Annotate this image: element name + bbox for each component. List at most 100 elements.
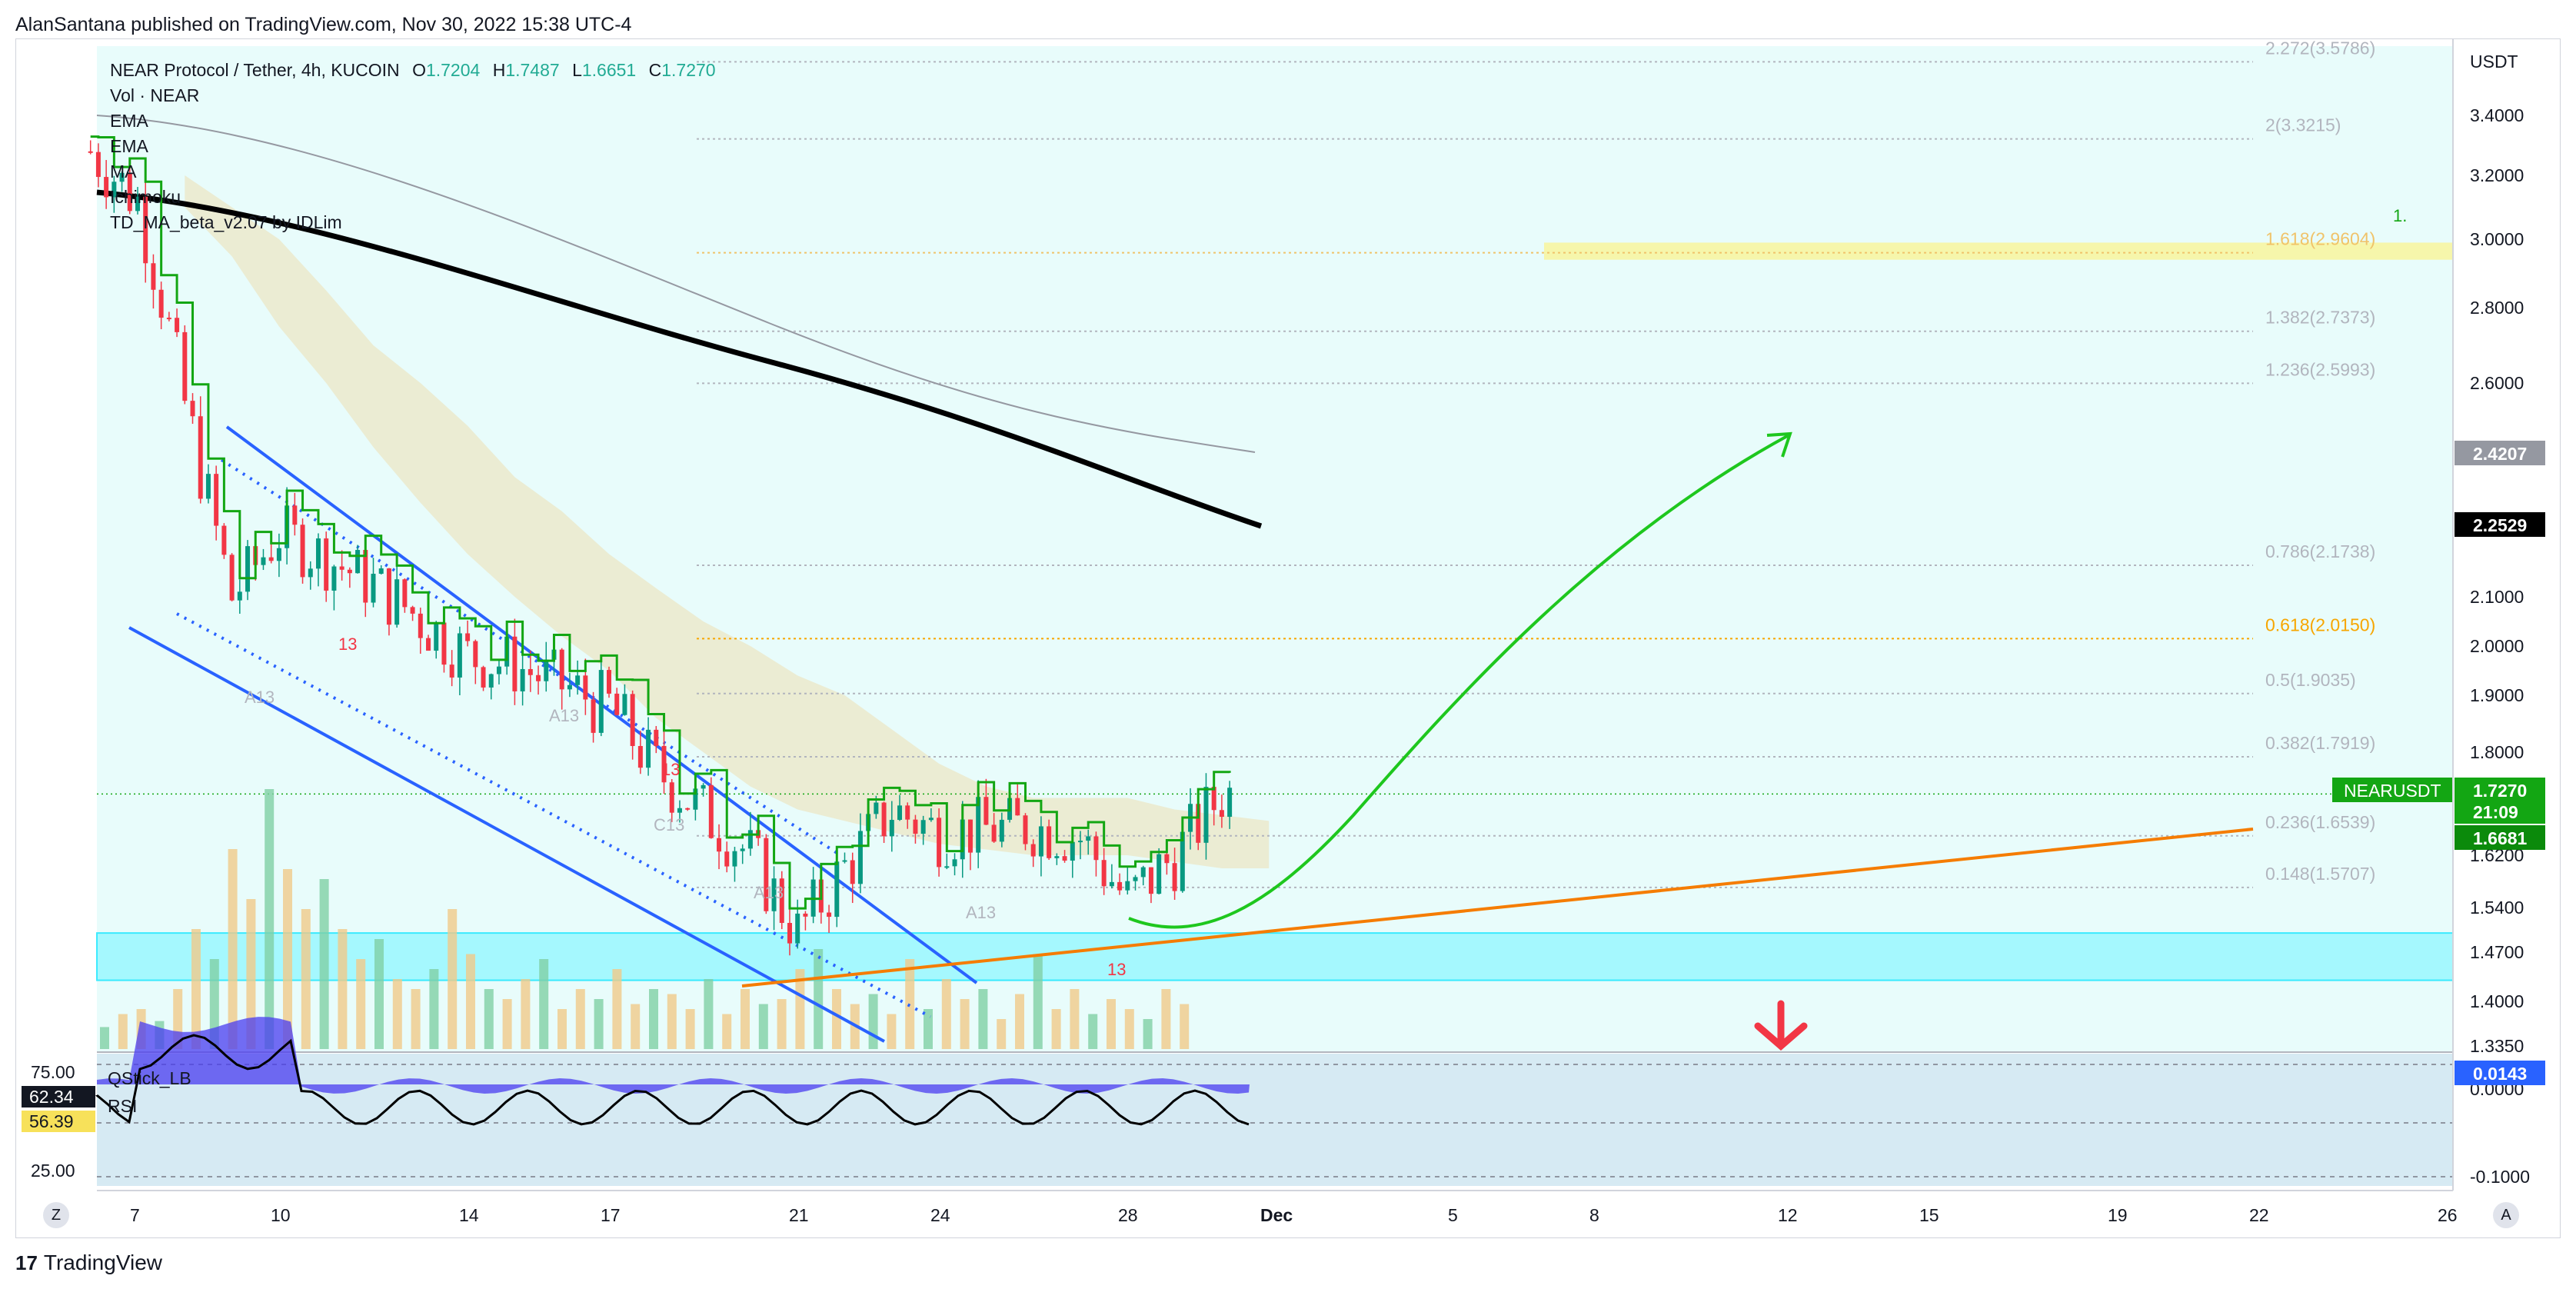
candle-body: [1101, 860, 1107, 887]
candle-body: [937, 818, 942, 868]
legend-indicator-td-ma[interactable]: TD_MA_beta_v2.07 by IDLim: [110, 212, 342, 232]
support-zone: [96, 932, 2454, 981]
legend-indicator-volume[interactable]: Vol · NEAR: [110, 85, 200, 105]
channel-lower-line: [128, 626, 885, 1043]
volume-bar: [777, 999, 787, 1049]
candle-body: [205, 474, 211, 499]
candle-body: [119, 172, 125, 182]
candle-body: [512, 636, 518, 691]
candle-body: [857, 831, 863, 884]
candle-body: [190, 401, 195, 417]
candle-body: [95, 152, 101, 178]
volume-bar: [1124, 1009, 1134, 1049]
legend-symbol: NEAR Protocol / Tether, 4h, KUCOIN: [110, 60, 400, 80]
price-badge-bg-ema100: [2455, 512, 2545, 537]
volume-bar: [814, 949, 824, 1049]
auto-scale-button[interactable]: A: [2493, 1202, 2519, 1228]
candle-body: [1015, 798, 1020, 816]
study-label: A13: [966, 903, 996, 922]
candle-body: [182, 331, 188, 401]
time-axis-tick: 5: [1448, 1205, 1458, 1225]
volume-bar: [209, 959, 219, 1049]
volume-bar: [924, 1009, 933, 1049]
volume-bar: [594, 999, 604, 1049]
volume-bar: [265, 789, 275, 1049]
tradingview-brand[interactable]: 17 TradingView: [15, 1251, 162, 1275]
time-axis-tick: 24: [930, 1205, 950, 1225]
candle-body: [881, 802, 887, 837]
candle-body: [410, 607, 415, 614]
candle-body: [1203, 787, 1209, 843]
candle-body: [685, 808, 691, 810]
candle-body: [920, 820, 926, 834]
candle-body: [567, 684, 572, 690]
fib-level-label: 0.148(1.5707): [2265, 864, 2375, 884]
chart-frame[interactable]: [15, 38, 2561, 1238]
price-axis-tick: 1.5400: [2470, 898, 2524, 918]
price-axis-tick: 1.9000: [2470, 685, 2524, 705]
candle-body: [166, 318, 171, 320]
candle-body: [135, 196, 140, 212]
price-axis-tick: 2.0000: [2470, 636, 2524, 656]
study-label: A13: [754, 883, 784, 902]
oscillator-name-2: RSI: [108, 1096, 137, 1116]
chart-legend: NEAR Protocol / Tether, 4h, KUCOIN O1.72…: [110, 58, 716, 235]
osc-badge-2-bg: [22, 1111, 95, 1132]
candle-body: [967, 819, 973, 853]
volume-bar: [1161, 989, 1171, 1049]
legend-symbol-row[interactable]: NEAR Protocol / Tether, 4h, KUCOIN O1.72…: [110, 58, 716, 83]
candle-body: [1109, 881, 1114, 887]
volume-bar: [484, 989, 494, 1049]
candle-body: [158, 289, 164, 318]
candle-body: [897, 805, 903, 821]
candle-body: [441, 622, 447, 665]
price-badge-tenkan: 1.6681: [2473, 828, 2528, 848]
volume-bar: [741, 989, 750, 1049]
candle-body: [983, 797, 989, 825]
candle-body: [952, 859, 957, 867]
legend-indicator-ma[interactable]: MA: [110, 162, 137, 182]
candle-body: [418, 613, 423, 638]
fib-level-label: 2(3.3215): [2265, 115, 2341, 135]
candle-body: [1054, 856, 1060, 858]
fib-level-label: 0.236(1.6539): [2265, 812, 2375, 832]
candle-body: [622, 694, 627, 715]
study-label: A13: [245, 688, 275, 707]
volume-bar: [411, 989, 421, 1049]
study-label: 13: [1107, 960, 1126, 979]
candle-body: [245, 546, 251, 592]
legend-indicator-ema-1[interactable]: EMA: [110, 111, 148, 131]
volume-bar: [100, 1027, 109, 1049]
price-badge-last: 1.7270: [2473, 781, 2527, 801]
time-axis-tick: 15: [1919, 1205, 1939, 1225]
candle-body: [221, 525, 227, 555]
candle-body: [944, 866, 950, 868]
volume-bar: [539, 959, 549, 1049]
time-axis-tick: 10: [271, 1205, 291, 1225]
candle-body: [426, 638, 431, 651]
channel-mid-line: [176, 612, 931, 1018]
candle-body: [701, 784, 706, 789]
volume-bar: [283, 869, 292, 1049]
candle-body: [646, 729, 651, 768]
time-axis-tick: 21: [789, 1205, 809, 1225]
candle-body: [654, 729, 659, 746]
volume-bar: [448, 909, 458, 1049]
candle-body: [536, 674, 541, 681]
symbol-badge: NEARUSDT: [2344, 781, 2441, 801]
legend-indicator-ema-2[interactable]: EMA: [110, 136, 148, 156]
volume-bar: [521, 979, 531, 1049]
volume-bar: [685, 1009, 695, 1049]
fib-level-label: 0.618(2.0150): [2265, 615, 2375, 635]
candle-body: [544, 659, 549, 681]
legend-indicator-ichimoku[interactable]: Ichimoku: [110, 187, 181, 207]
candle-body: [1140, 867, 1146, 878]
price-badge-ema100: 2.2529: [2473, 515, 2527, 535]
timezone-button[interactable]: Z: [43, 1202, 69, 1228]
volume-bar: [960, 999, 970, 1049]
fib-level-label: 1.236(2.5993): [2265, 359, 2375, 379]
volume-bar: [795, 969, 805, 1049]
volume-bar: [301, 909, 311, 1049]
candle-body: [292, 505, 298, 525]
